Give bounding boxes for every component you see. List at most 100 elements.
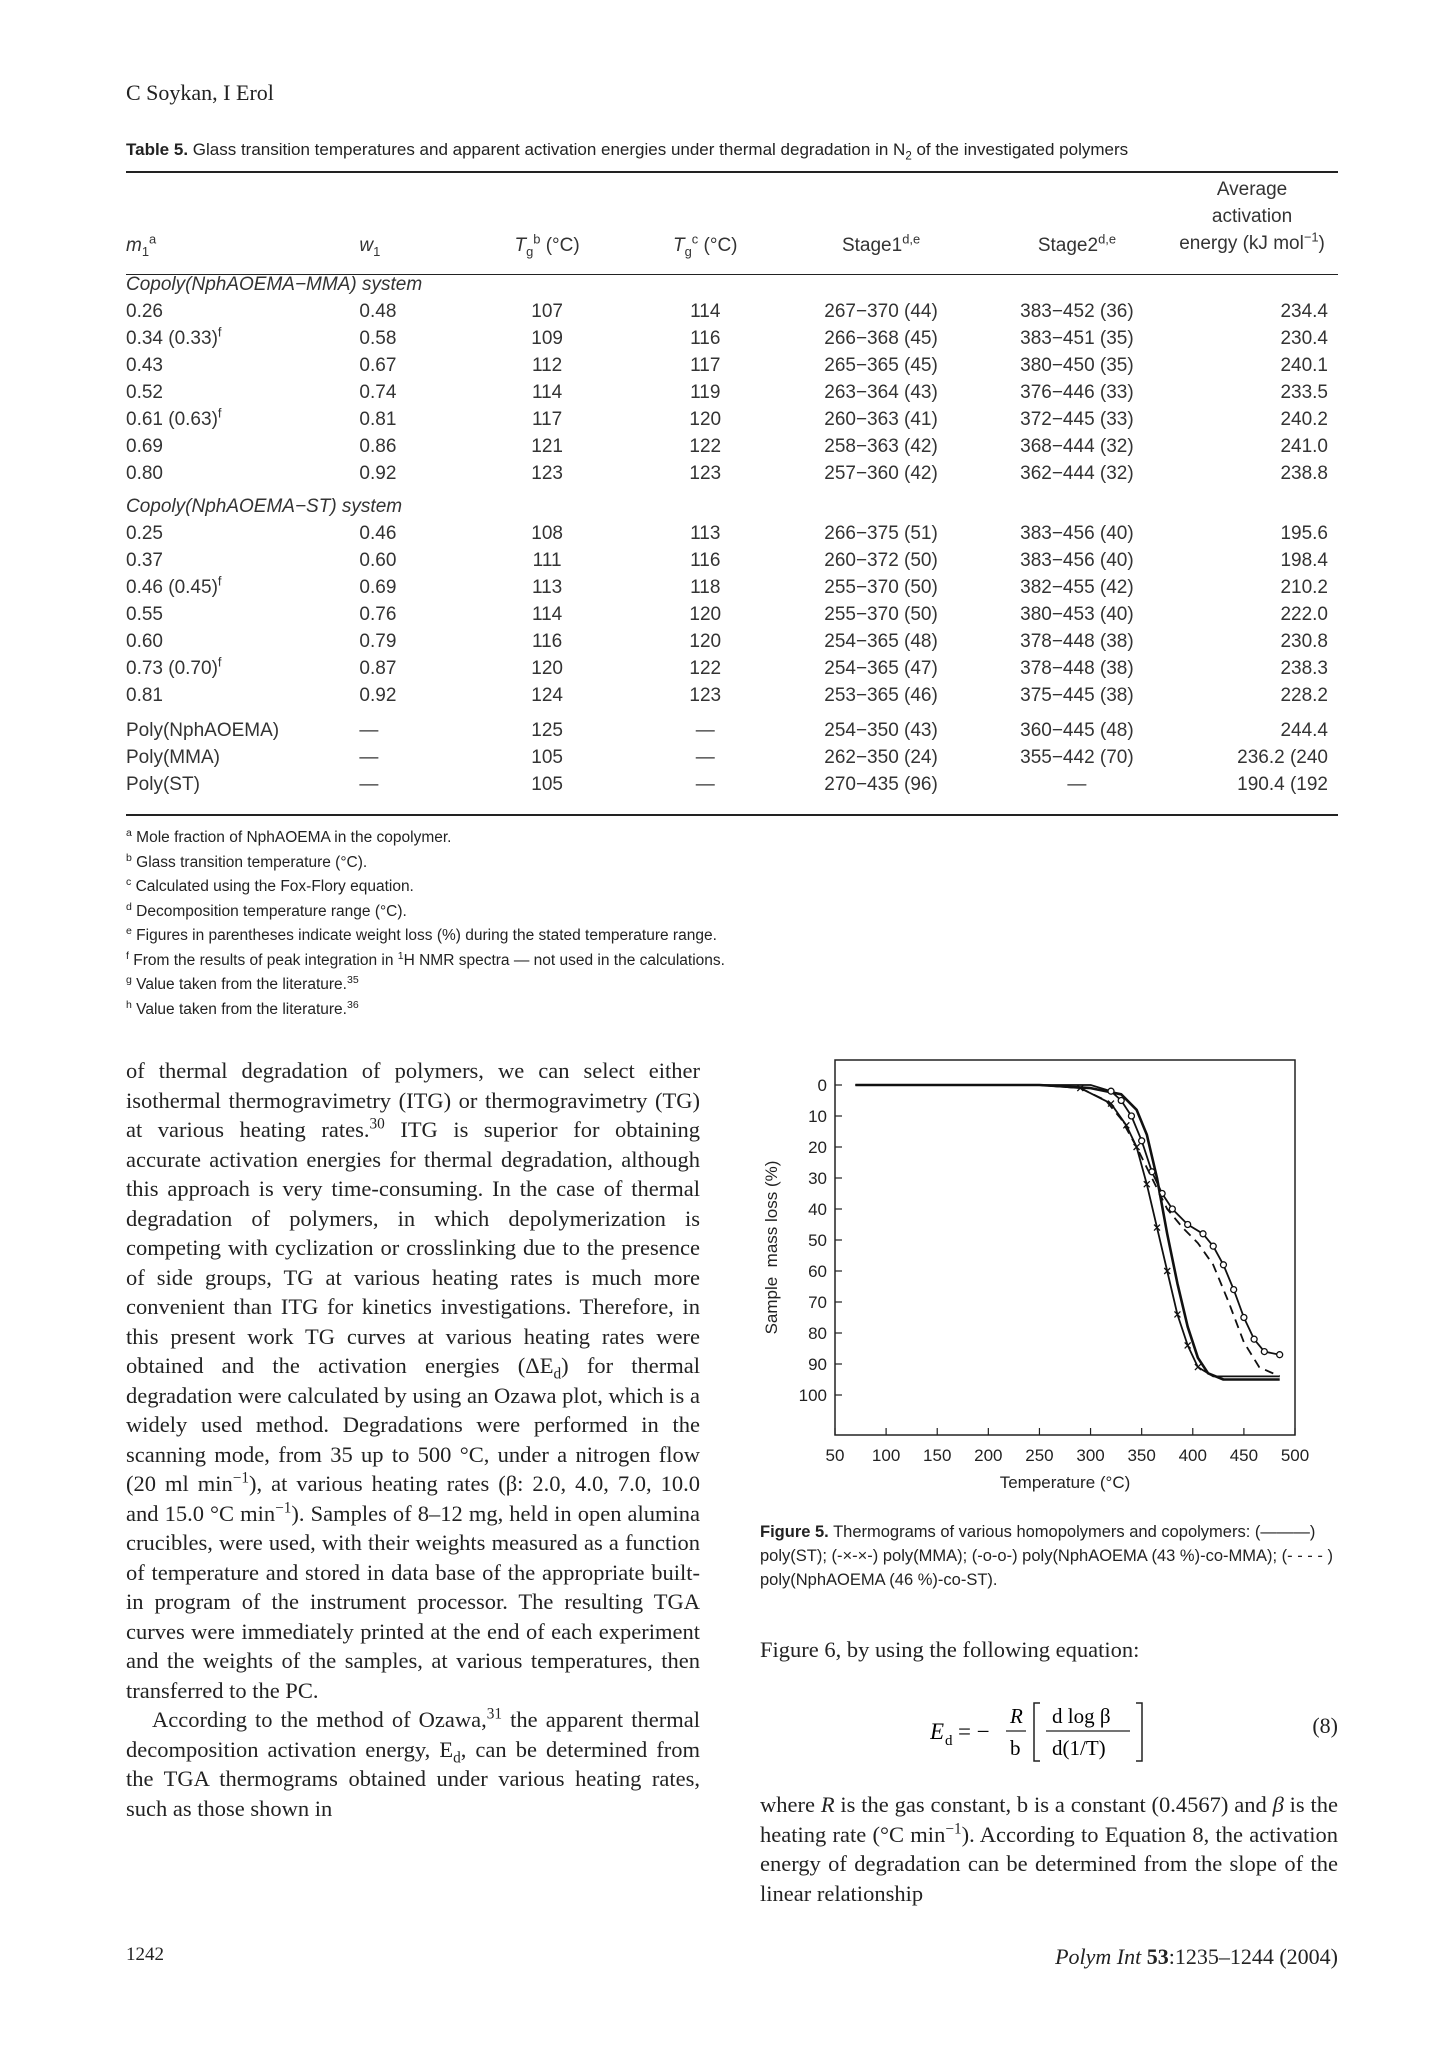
cell-tgb: 120	[531, 657, 563, 679]
table-row: Poly(NphAOEMA) — 125 — 254−350 (43) 360−445 (…	[126, 709, 1338, 744]
y-axis-label: Sample mass loss (%)	[762, 1161, 781, 1335]
cell-w1: —	[359, 719, 379, 741]
cell-s2: 378−448 (38)	[1020, 657, 1134, 679]
cell-s2: 380−453 (40)	[1020, 603, 1134, 625]
cell-m1: 0.37	[126, 549, 163, 571]
cell-tgb: 107	[531, 300, 563, 322]
cell-m1: 0.34 (0.33)f	[126, 324, 222, 349]
table-row: 0.34 (0.33)f 0.58 109 116 266−368 (45) 383−45…	[126, 325, 1338, 352]
table-row: 0.46 (0.45)f 0.69 113 118 255−370 (50) 382−45…	[126, 574, 1338, 601]
x-tick-label: 150	[923, 1446, 951, 1465]
cell-s1: 260−363 (41)	[824, 408, 938, 430]
cell-s1: 254−350 (43)	[824, 719, 938, 741]
cell-ea: 240.1	[1280, 354, 1328, 376]
table-row: 0.60 0.79 116 120 254−365 (48) 378−448 (38) 23…	[126, 628, 1338, 655]
series-3-point	[1276, 1351, 1284, 1359]
y-tick-label: 60	[808, 1262, 827, 1281]
table-caption-text: Glass transition temperatures and appare…	[192, 140, 906, 159]
series-line-3	[855, 1084, 1280, 1356]
data-table: m1a w1 Tgb (°C) Tgc (°C) Stage1d,e Stage…	[126, 176, 1338, 798]
x-tick-label: 450	[1230, 1446, 1258, 1465]
series-line-1	[855, 1083, 1280, 1381]
table-row: 0.43 0.67 112 117 265−365 (45) 380−450 (35) 24…	[126, 352, 1338, 379]
cell-w1: 0.76	[359, 603, 397, 625]
system-label: Copoly(NphAOEMA−MMA) system	[126, 273, 423, 295]
cell-tgb: 117	[531, 408, 563, 430]
page-number: 1242	[126, 1944, 164, 1965]
cell-tgc: 116	[690, 327, 721, 349]
footnote: e Figures in parentheses indicate weight…	[126, 924, 717, 944]
cell-s1: 253−365 (46)	[824, 684, 938, 706]
cell-w1: 0.92	[359, 462, 397, 484]
series-2-point	[1184, 1341, 1192, 1349]
equation-lead-text: Figure 6, by using the following equatio…	[760, 1637, 1140, 1662]
table-system-heading: Copoly(NphAOEMA−MMA) system	[126, 265, 1338, 298]
cell-ea: 230.8	[1280, 630, 1328, 652]
y-tick-label: 20	[808, 1138, 827, 1157]
cell-s2: 375−445 (38)	[1020, 684, 1134, 706]
footnote: g Value taken from the literature.35	[126, 973, 359, 993]
series-3-point	[1230, 1285, 1238, 1294]
table-top-rule	[126, 171, 1338, 173]
cell-tgc: —	[695, 746, 715, 768]
cell-tgb: 114	[531, 381, 563, 403]
cell-tgc: 116	[690, 549, 721, 571]
eq-lhs: E	[930, 1719, 944, 1744]
cell-m1: 0.80	[126, 462, 163, 484]
cell-tgc: 120	[689, 603, 722, 625]
x-tick-label: 200	[974, 1446, 1002, 1465]
cell-s1: 260−372 (50)	[824, 549, 938, 571]
x-tick-label: 500	[1281, 1446, 1309, 1465]
table-row: 0.26 0.48 107 114 267−370 (44) 383−452 (36) 23…	[126, 298, 1338, 325]
y-tick-label: 40	[808, 1200, 827, 1219]
cell-m1: 0.60	[126, 630, 163, 652]
cell-s1: 255−370 (50)	[824, 576, 938, 598]
cell-ea: 190.4 (192	[1237, 773, 1328, 795]
series-3-point	[1168, 1205, 1176, 1213]
x-tick-label: 350	[1127, 1446, 1155, 1465]
thermogram-plot: 50 100 150 200 250 300 350 400 450 500 0 10 20 30 40 50…	[762, 1059, 1309, 1492]
cell-s2: 362−444 (32)	[1020, 462, 1134, 484]
table-row: 0.61 (0.63)f 0.81 117 120 260−363 (41) 372−44…	[126, 406, 1338, 433]
series-3-point	[1117, 1096, 1125, 1105]
cell-tgb: 123	[531, 462, 563, 484]
cell-w1: 0.92	[359, 684, 397, 706]
figure-caption-text: Thermograms of various homopolymers and …	[760, 1523, 1333, 1589]
cell-tgc: 120	[689, 630, 722, 652]
y-tick-label: 50	[808, 1231, 827, 1250]
eq-denominator: d(1/T)	[1052, 1736, 1106, 1760]
cell-w1: 0.60	[359, 549, 397, 571]
cell-s2: 383−456 (40)	[1020, 522, 1134, 544]
table-row: 0.81 0.92 124 123 253−365 (46) 375−445 (38) 22…	[126, 682, 1338, 709]
cell-s1: 270−435 (96)	[824, 773, 938, 795]
cell-m1: 0.43	[126, 354, 163, 376]
cell-s1: 265−365 (45)	[824, 354, 938, 376]
table-row: 0.52 0.74 114 119 263−364 (43) 376−446 (33) 23…	[126, 379, 1338, 406]
cell-s2: 372−445 (33)	[1020, 408, 1134, 430]
cell-tgb: 111	[532, 549, 562, 571]
col-header-tg-b: Tgb (°C)	[514, 231, 580, 259]
cell-ea: 244.4	[1280, 719, 1328, 741]
col-header-tg-c: Tgc (°C)	[673, 231, 738, 259]
cell-tgc: —	[695, 719, 715, 741]
x-tick-label: 250	[1025, 1446, 1053, 1465]
paragraph-ozawa: According to the method of Ozawa,31 the …	[126, 1705, 701, 1821]
y-tick-label: 0	[818, 1076, 827, 1095]
cell-s2: 360−445 (48)	[1020, 719, 1134, 741]
equation-8: E d = − R b d log β d(1/T) (8)	[760, 1695, 1338, 1765]
cell-tgc: —	[695, 773, 715, 795]
cell-m1: 0.73 (0.70)f	[126, 654, 222, 679]
eq-numerator: d log β	[1052, 1704, 1111, 1728]
table-row: Poly(MMA) — 105 — 262−350 (24) 355−442 (70) 23…	[126, 744, 1338, 771]
cell-tgb: 105	[531, 773, 563, 795]
footnote: d Decomposition temperature range (°C).	[126, 900, 407, 920]
footnote: b Glass transition temperature (°C).	[126, 851, 368, 871]
cell-s1: 262−350 (24)	[824, 746, 938, 768]
cell-s1: 257−360 (42)	[824, 462, 938, 484]
footnote: a Mole fraction of NphAOEMA in the copol…	[126, 826, 452, 846]
series-2-point	[1122, 1121, 1130, 1129]
cell-ea: 228.2	[1280, 684, 1328, 706]
cell-m1: 0.55	[126, 603, 163, 625]
cell-tgc: 113	[690, 522, 721, 544]
cell-s2: 383−451 (35)	[1020, 327, 1134, 349]
